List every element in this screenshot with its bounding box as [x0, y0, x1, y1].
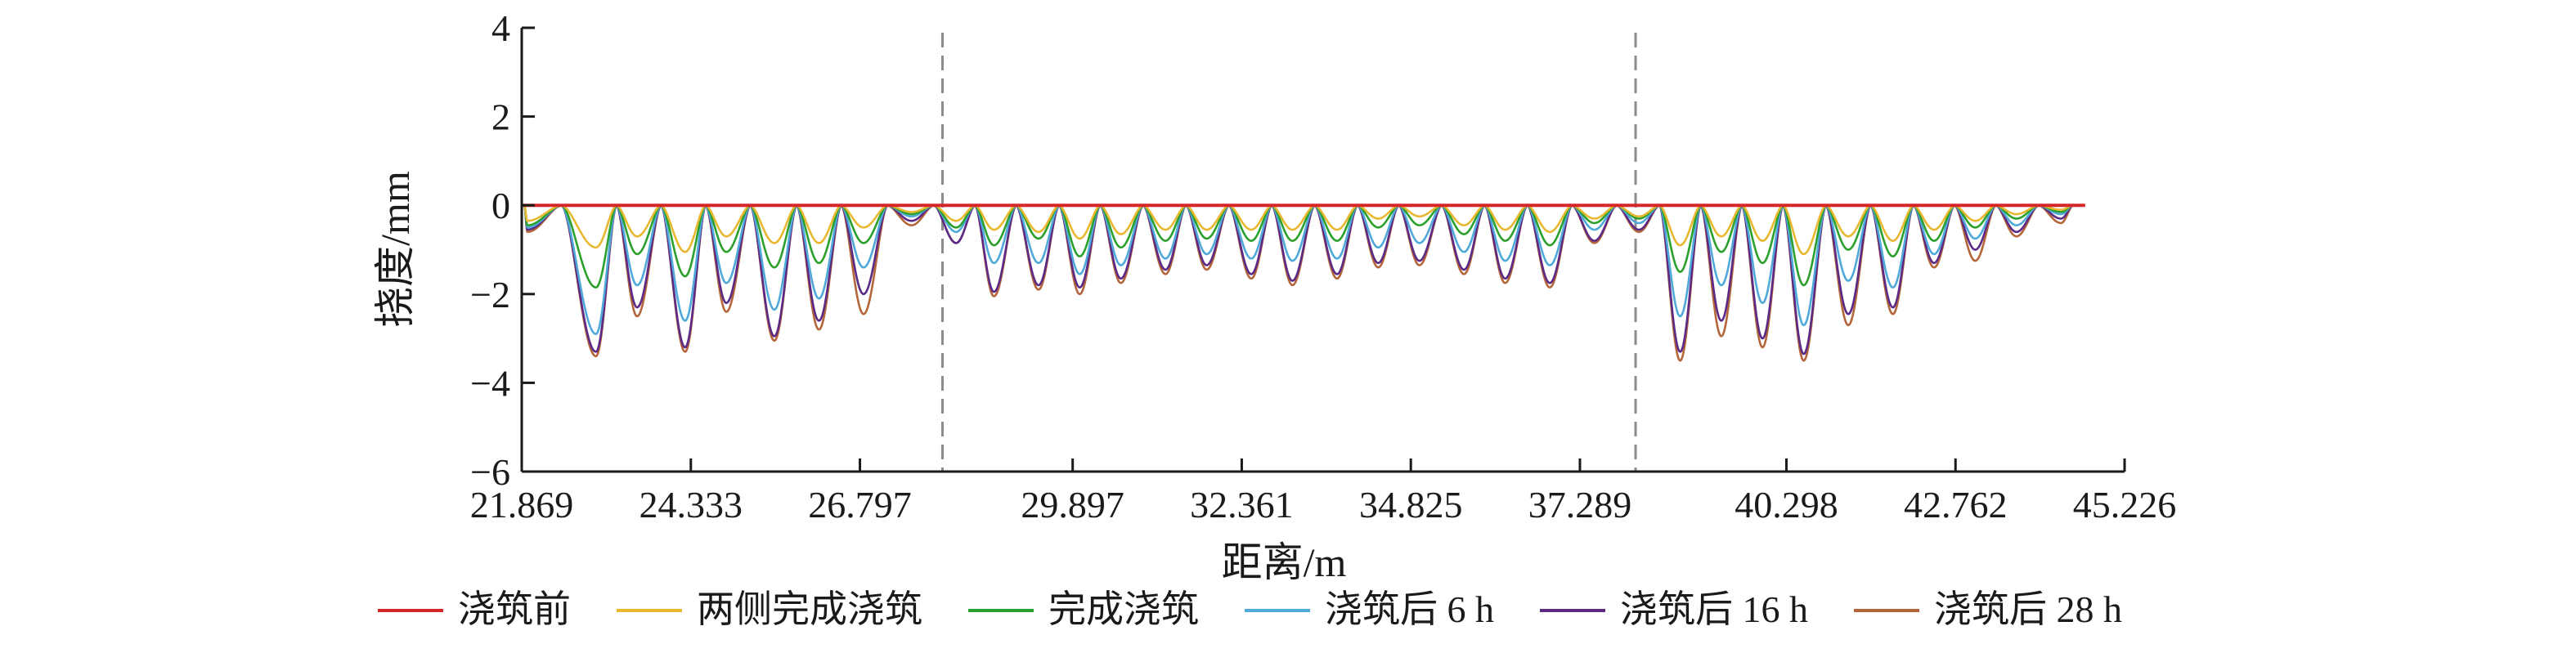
y-tick-label: −6 — [470, 451, 510, 493]
y-tick-label: −2 — [470, 274, 510, 315]
x-axis-title: 距离/m — [1222, 539, 1347, 585]
axes: 4 2 0 −2 −4 −6 21.869 24.333 26.797 29.897 32.361… — [470, 7, 2177, 526]
legend-label-4: 浇筑后 16 h — [1620, 588, 1808, 630]
legend-label-5: 浇筑后 28 h — [1934, 588, 2122, 630]
y-tick-label: 2 — [491, 96, 510, 138]
y-axis-title: 挠度/mm — [372, 171, 418, 328]
y-tick-label: −4 — [470, 362, 510, 404]
series-lines — [520, 204, 2086, 362]
x-tick-label: 42.762 — [1904, 484, 2008, 526]
legend-label-2: 完成浇筑 — [1048, 588, 1199, 630]
x-tick-label: 32.361 — [1190, 484, 1294, 526]
y-tick-label: 0 — [491, 185, 510, 226]
legend-label-0: 浇筑前 — [458, 588, 571, 630]
plot-area — [520, 33, 2086, 472]
x-tick-label: 21.869 — [470, 484, 574, 526]
x-tick-label: 26.797 — [808, 484, 912, 526]
y-tick-label: 4 — [491, 7, 510, 49]
x-tick-label: 24.333 — [640, 484, 743, 526]
legend-label-3: 浇筑后 6 h — [1325, 588, 1494, 630]
x-tick-label: 29.897 — [1021, 484, 1124, 526]
legend-label-1: 两侧完成浇筑 — [697, 588, 922, 630]
reference-lines — [940, 33, 1637, 472]
x-ticks: 21.869 24.333 26.797 29.897 32.361 34.825 37.2… — [470, 458, 2177, 526]
x-tick-label: 45.226 — [2073, 484, 2177, 526]
legend: 浇筑前 两侧完成浇筑 完成浇筑 浇筑后 6 h 浇筑后 16 h 浇筑后 28 h — [378, 588, 2122, 630]
x-tick-label: 34.825 — [1359, 484, 1463, 526]
y-ticks: 4 2 0 −2 −4 −6 — [470, 7, 535, 493]
x-tick-label: 37.289 — [1528, 484, 1632, 526]
x-tick-label: 40.298 — [1735, 484, 1838, 526]
